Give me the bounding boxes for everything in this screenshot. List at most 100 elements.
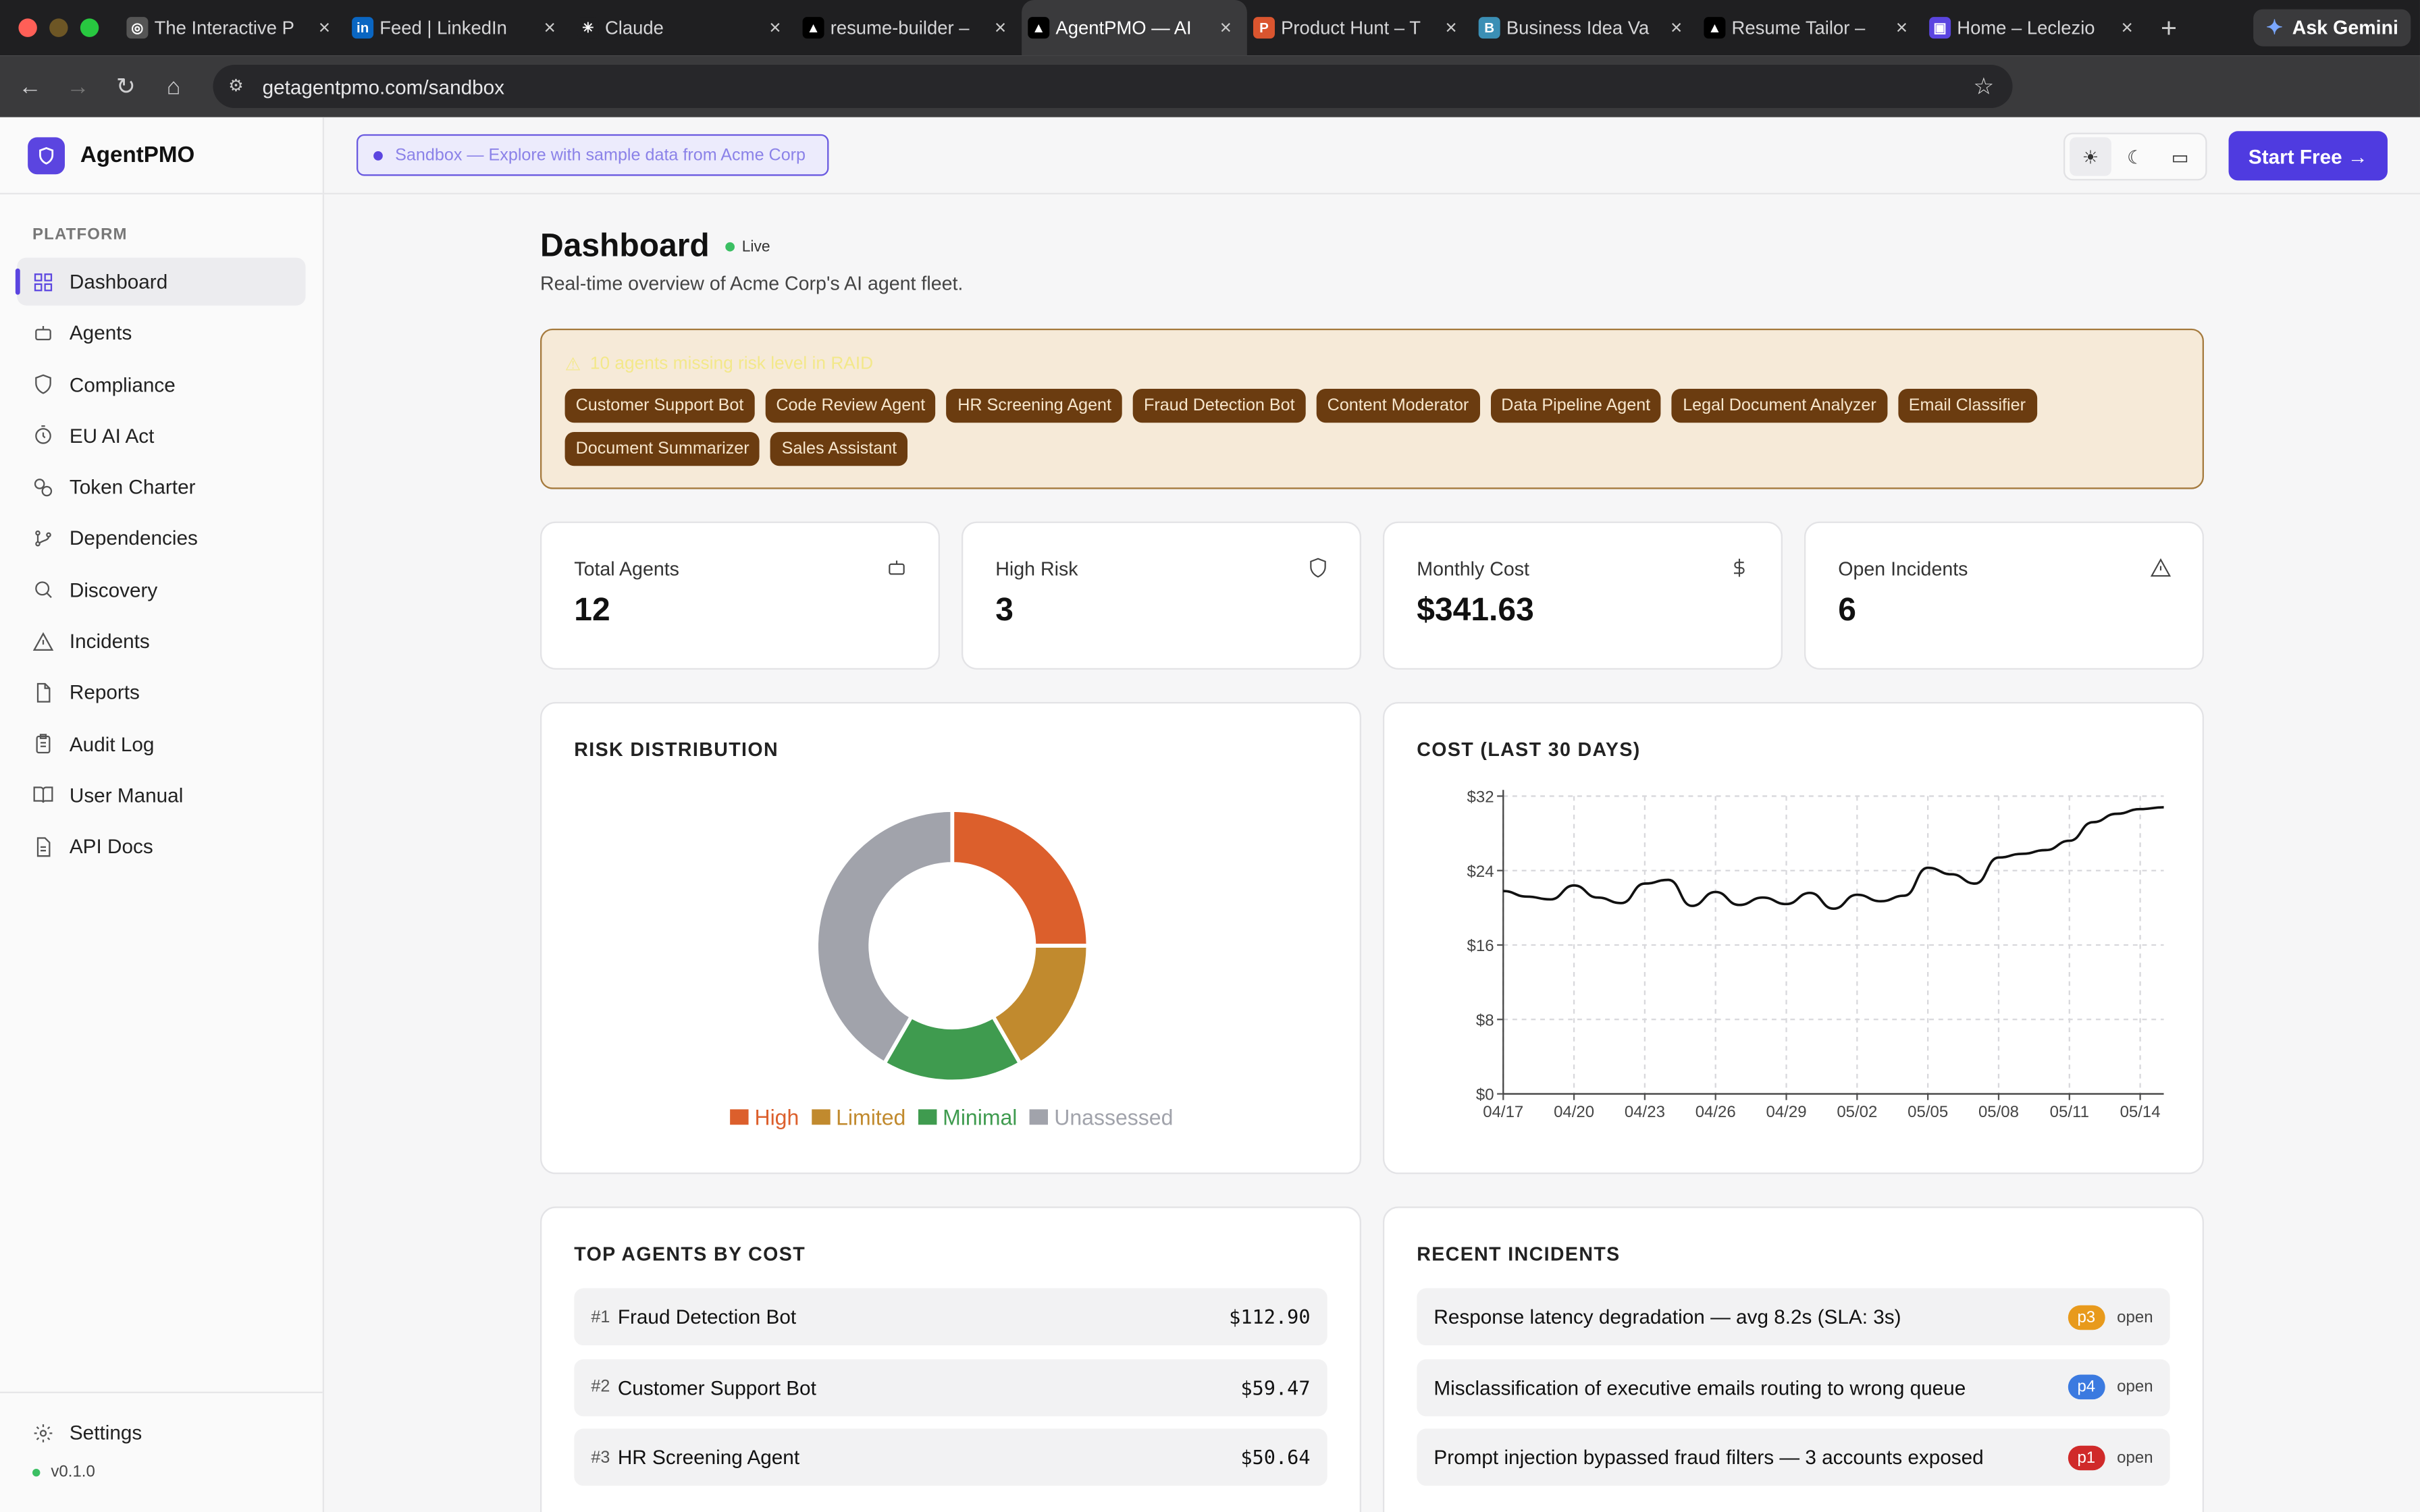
sidebar-item-settings[interactable]: Settings [17,1409,305,1457]
tab-close-icon[interactable]: × [994,15,1007,39]
new-tab-button[interactable]: + [2160,11,2178,43]
sidebar-item-dependencies[interactable]: Dependencies [17,514,305,562]
browser-tab[interactable]: ▲ AgentPMO — AI × [1022,0,1247,56]
top-agent-row[interactable]: #2 Customer Support Bot $59.47 [574,1358,1327,1416]
agent-chip[interactable]: Data Pipeline Agent [1490,388,1662,423]
live-badge: Live [725,238,770,255]
tab-close-icon[interactable]: × [1895,15,1908,39]
y-tick-label: $32 [1467,788,1494,807]
sidebar-item-reports[interactable]: Reports [17,669,305,717]
book-icon [33,787,53,804]
tab-close-icon[interactable]: × [318,15,331,39]
sidebar-item-label: Incidents [69,629,150,653]
pie-slice-high[interactable] [950,808,1090,948]
agent-chip[interactable]: Email Classifier [1897,388,2036,423]
tab-title: Claude [604,17,664,39]
sidebar-item-token-charter[interactable]: Token Charter [17,463,305,511]
search-icon [35,581,52,599]
legend-item[interactable]: Minimal [918,1105,1017,1129]
agent-chip[interactable]: Fraud Detection Bot [1133,388,1306,423]
tab-close-icon[interactable]: × [769,15,781,39]
tab-close-icon[interactable]: × [1445,15,1457,39]
site-info-icon[interactable]: ⚙ [228,77,244,96]
agent-chip[interactable]: Content Moderator [1316,388,1480,423]
pie-slice-unassessed[interactable] [814,808,955,1066]
agent-chip[interactable]: Code Review Agent [765,388,937,423]
stat-card: Total Agents 12 [540,521,940,670]
sidebar-item-dashboard[interactable]: Dashboard [15,257,306,306]
agent-chip[interactable]: Legal Document Analyzer [1672,388,1887,423]
browser-tab[interactable]: ▣ Home – Leclezio × [1923,0,2149,55]
status-label: open [2117,1378,2153,1397]
browser-tab[interactable]: in Feed | LinkedIn × [346,0,571,55]
sidebar-item-incidents[interactable]: Incidents [17,617,305,665]
card-title: TOP AGENTS BY COST [574,1243,806,1266]
tab-close-icon[interactable]: × [1671,15,1683,39]
sidebar-footer: Settings v0.1.0 [0,1391,323,1496]
brand[interactable]: AgentPMO [0,117,323,194]
tab-close-icon[interactable]: × [2121,15,2133,39]
browser-tabs: ◎ The Interactive P × in Feed | LinkedIn × ✳ Cl… [120,0,2149,56]
start-free-button[interactable]: Start Free → [2228,131,2388,181]
agent-chip[interactable]: Document Summarizer [564,431,760,466]
tab-title: Business Idea Va [1506,17,1650,39]
agent-chip[interactable]: Customer Support Bot [564,388,755,423]
back-icon[interactable]: ← [18,73,42,100]
tab-close-icon[interactable]: × [1219,15,1232,39]
sidebar-item-api-docs[interactable]: API Docs [17,823,305,871]
legend-item[interactable]: High [729,1105,799,1129]
x-tick-label: 04/23 [1625,1103,1665,1121]
system-theme-icon[interactable]: ▭ [2171,145,2189,167]
minimize-window-button[interactable] [49,18,68,37]
forward-icon[interactable]: → [66,73,90,100]
bookmark-star-icon[interactable]: ☆ [1973,74,1995,101]
legend-item[interactable]: Unassessed [1029,1105,1173,1129]
tab-favicon-icon: ▲ [802,17,824,39]
gear-icon [34,1423,53,1442]
warning-text: 10 agents missing risk level in RAID [589,354,874,374]
agent-chip[interactable]: Sales Assistant [770,431,908,466]
tab-close-icon[interactable]: × [544,15,556,39]
incident-title: Response latency degradation — avg 8.2s … [1433,1305,1901,1328]
home-icon[interactable]: ⌂ [166,73,181,100]
incident-row[interactable]: Response latency degradation — avg 8.2s … [1417,1288,2170,1346]
incident-row[interactable]: Prompt injection bypassed fraud filters … [1417,1428,2170,1486]
sidebar-item-label: Dependencies [69,526,198,550]
maximize-window-button[interactable] [80,18,99,37]
incident-title: Misclassification of executive emails ro… [1433,1375,1966,1399]
top-agent-row[interactable]: #1 Fraud Detection Bot $112.90 [574,1288,1327,1346]
legend-item[interactable]: Limited [811,1105,905,1129]
sidebar-item-compliance[interactable]: Compliance [17,360,305,408]
dark-theme-icon[interactable]: ☾ [2126,145,2144,167]
light-theme-icon[interactable]: ☀ [2070,137,2111,176]
tab-title: The Interactive P [154,17,294,39]
browser-tab[interactable]: ◎ The Interactive P × [120,0,346,55]
top-agent-row[interactable]: #3 HR Screening Agent $50.64 [574,1428,1327,1486]
sidebar-item-label: API Docs [69,835,153,859]
sidebar-item-agents[interactable]: Agents [17,309,305,357]
ask-gemini-button[interactable]: ✦ Ask Gemini [2253,9,2411,47]
page-title-row: Dashboard Live [540,228,770,265]
sidebar-item-label: Discovery [69,578,158,601]
stat-label: Open Incidents [1838,558,1968,580]
sidebar-item-audit-log[interactable]: Audit Log [17,720,305,768]
browser-tab[interactable]: B Business Idea Va × [1473,0,1698,55]
sidebar-item-discovery[interactable]: Discovery [17,566,305,614]
tab-title: Home – Leclezio [1957,17,2095,39]
agent-chip[interactable]: HR Screening Agent [947,388,1123,423]
browser-tab[interactable]: ✳ Claude × [571,0,797,55]
browser-tab[interactable]: P Product Hunt – T × [1247,0,1473,55]
sidebar-item-user-manual[interactable]: User Manual [17,772,305,819]
incident-row[interactable]: Misclassification of executive emails ro… [1417,1358,2170,1416]
tab-favicon-icon: ◎ [126,17,149,39]
sidebar-item-eu-ai-act[interactable]: EU AI Act [17,412,305,460]
dollar-icon [1729,557,1750,578]
url-bar[interactable]: ⚙ getagentpmo.com/sandbox ☆ [213,64,2013,108]
risk-distribution-card: RISK DISTRIBUTION High Limited Minimal Unas… [540,701,1361,1174]
close-window-button[interactable] [18,18,37,37]
x-tick-label: 05/02 [1837,1103,1877,1121]
reload-icon[interactable]: ↻ [115,74,136,101]
browser-tab[interactable]: ▲ resume-builder – × [796,0,1022,55]
browser-tab[interactable]: ▲ Resume Tailor – × [1698,0,1923,55]
